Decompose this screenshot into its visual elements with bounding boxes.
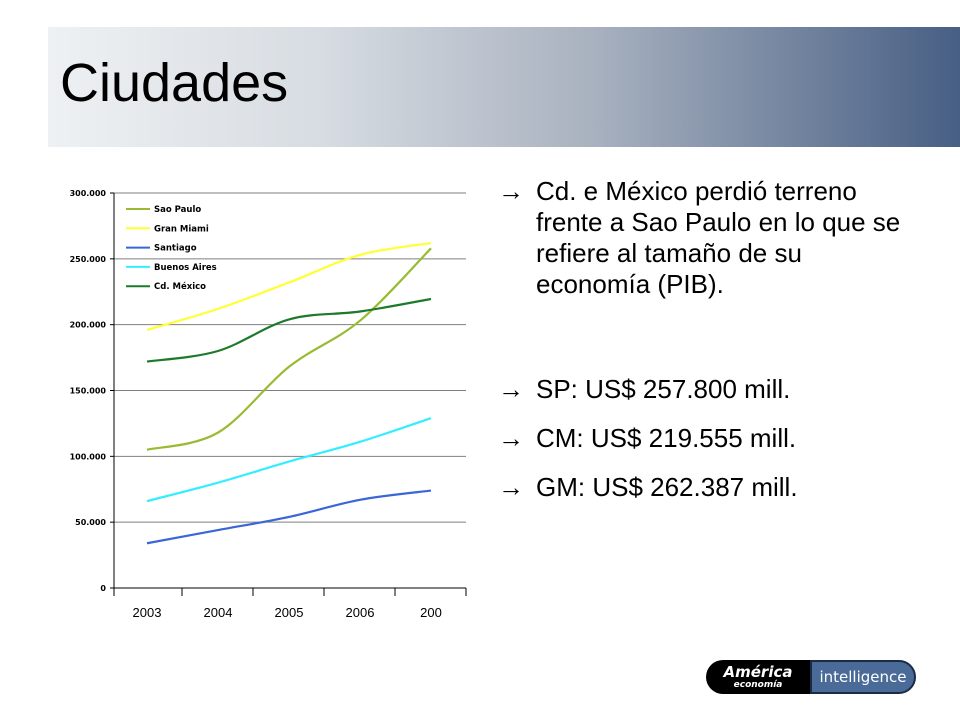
legend-label: Buenos Aires xyxy=(154,263,217,273)
y-tick-label: 0 xyxy=(100,584,106,593)
y-tick-label: 150.000 xyxy=(70,387,107,396)
bullet-list: → Cd. e México perdió terreno frente a S… xyxy=(496,176,916,503)
logo-brand-bottom: economía xyxy=(733,679,783,690)
logo-brand-top: América xyxy=(723,662,793,681)
bullet-text: SP: US$ 257.800 mill. xyxy=(536,374,791,404)
right-arrow-icon: → xyxy=(498,423,524,453)
bullet-item: → Cd. e México perdió terreno frente a S… xyxy=(496,176,916,300)
legend-label: Sao Paulo xyxy=(154,205,201,215)
bullet-text: CM: US$ 219.555 mill. xyxy=(536,423,797,453)
logo-brand-block: América economía xyxy=(706,660,810,694)
y-tick-label: 300.000 xyxy=(70,189,107,198)
bullet-text: GM: US$ 262.387 mill. xyxy=(536,472,798,502)
right-arrow-icon: → xyxy=(498,176,524,206)
right-arrow-icon: → xyxy=(498,374,524,404)
series-line-gran-miami xyxy=(146,241,432,331)
x-tick-label: 2005 xyxy=(275,605,304,620)
x-tick-label: 2006 xyxy=(346,605,375,620)
x-tick-label: 2003 xyxy=(133,605,162,620)
gdp-line-chart: 0 50.000 100.000 150.000 200.000 250.000 300.0… xyxy=(70,189,467,620)
series-line-buenos-aires xyxy=(146,417,432,503)
series-line-cd-m-xico xyxy=(146,297,432,363)
y-tick-label: 250.000 xyxy=(70,255,107,264)
y-tick-label: 100.000 xyxy=(70,452,107,461)
slide-title: Ciudades xyxy=(60,53,289,113)
bullet-text: Cd. e México perdió terreno frente a Sao… xyxy=(536,176,901,299)
bullet-item: → SP: US$ 257.800 mill. xyxy=(496,374,916,405)
legend-label: Cd. México xyxy=(154,281,206,292)
right-arrow-icon: → xyxy=(498,472,524,502)
america-economia-intelligence-logo: América economía intelligence xyxy=(706,660,916,694)
x-tick-label: 200 xyxy=(420,605,442,620)
logo-intelligence: intelligence xyxy=(810,660,916,694)
series-line-sao-paulo xyxy=(146,247,432,451)
legend-label: Santiago xyxy=(154,244,197,254)
title-band xyxy=(48,27,960,147)
series-line-santiago xyxy=(146,489,432,545)
bullet-item: → CM: US$ 219.555 mill. xyxy=(496,423,916,454)
y-tick-label: 200.000 xyxy=(70,321,107,330)
legend-label: Gran Miami xyxy=(154,224,209,234)
y-tick-label: 50.000 xyxy=(75,518,106,527)
x-tick-label: 2004 xyxy=(204,605,233,620)
bullet-item: → GM: US$ 262.387 mill. xyxy=(496,472,916,503)
